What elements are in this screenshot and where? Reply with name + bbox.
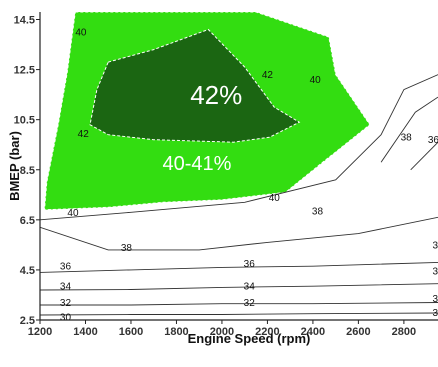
y-tick-label: 2.5 [20,315,35,327]
y-tick-label: 14.5 [14,15,35,27]
contour-label-8: 38 [312,207,324,218]
contour-line-1 [40,302,438,306]
contour-label-14: 42 [262,70,274,81]
contour-label-15: 38 [401,133,413,144]
x-tick-label: 2800 [392,326,416,338]
contour-line-4 [40,216,438,251]
contour-label-9: 40 [67,208,79,219]
contour-line-7 [410,141,438,171]
x-tick-label: 1800 [164,326,188,338]
contour-line-5 [40,74,438,221]
x-tick-label: 2200 [255,326,279,338]
contour-label-1: 32 [60,298,72,309]
contour-label-11: 40 [75,28,87,39]
y-tick-label: 12.5 [14,65,35,77]
contour-line-2 [40,283,438,291]
contour-label-19: 32 [432,294,438,305]
contour-lines [40,74,438,316]
contour-label-5: 34 [244,282,256,293]
contour-label-12: 40 [310,75,322,86]
contour-label-16: 36 [428,135,438,146]
contour-label-4: 32 [244,298,256,309]
contour-line-0 [40,312,438,316]
y-tick-label: 8.5 [20,165,35,177]
x-tick-label: 2400 [301,326,325,338]
x-tick-label: 1600 [119,326,143,338]
contour-label-13: 42 [78,129,90,140]
contour-label-2: 34 [60,282,72,293]
x-tick-label: 2000 [210,326,234,338]
y-axis-title: BMEP (bar) [7,131,22,201]
plot-area: 30 32 34 36 32 34 36 38 38 40 40 40 40 42 42 38 36 36 34 32… [40,12,438,323]
contour-label-3: 36 [60,262,72,273]
contour-line-3 [40,261,438,273]
contour-label-7: 38 [121,243,133,254]
contour-label-0: 30 [60,312,72,323]
region-labels: 42% 40-41% [162,80,242,175]
contour-line-6 [380,96,438,163]
contour-label-17: 36 [432,240,438,251]
efficiency-regions [43,12,371,211]
axes: 1200 1400 1600 1800 2000 2200 2400 2600 2800 2.5 4… [14,12,438,338]
contour-label-18: 34 [432,267,438,278]
region-label-1: 40-41% [162,153,231,175]
y-tick-label: 10.5 [14,115,35,127]
region-1 [89,28,301,143]
region-label-0: 42% [190,80,242,110]
contour-label-20: 30 [432,308,438,319]
x-tick-label: 1200 [28,326,52,338]
contour-label-6: 36 [244,259,256,270]
x-tick-label: 2600 [346,326,370,338]
x-axis-title: Engine Speed (rpm) [188,331,311,346]
contour-labels: 30 32 34 36 32 34 36 38 38 40 40 40 40 42 42 38 36 36 34 32… [60,28,438,323]
y-tick-label: 4.5 [20,265,35,277]
x-tick-label: 1400 [73,326,97,338]
y-tick-label: 6.5 [20,215,35,227]
contour-label-10: 40 [269,193,281,204]
